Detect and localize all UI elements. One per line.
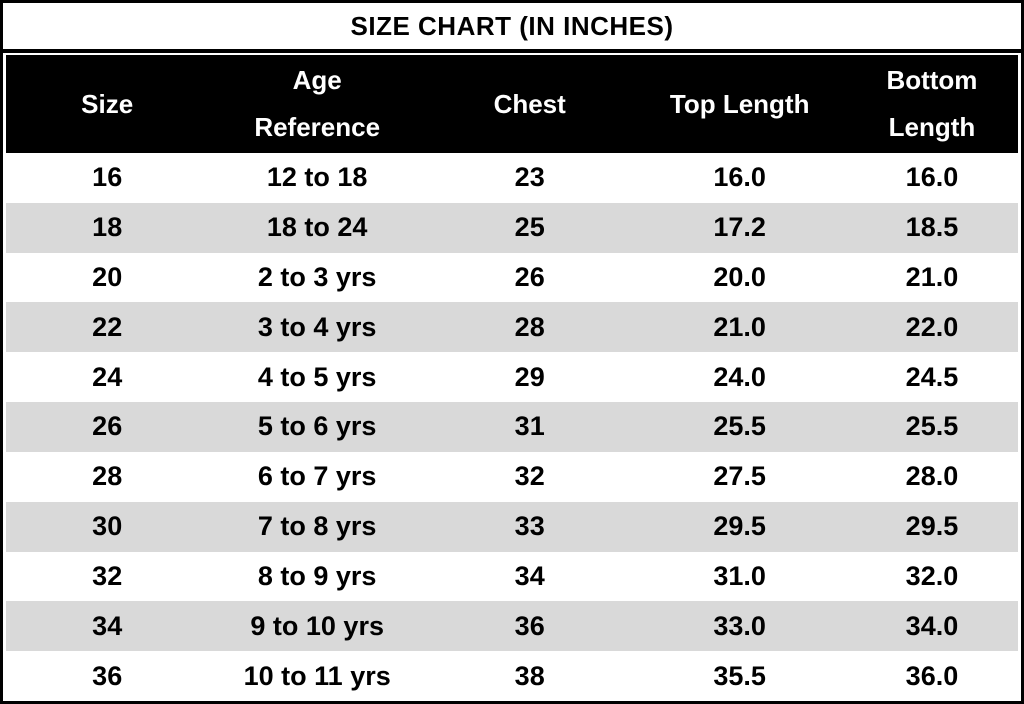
cell-size: 24 [92, 361, 123, 392]
cell-top-length: 25.5 [713, 411, 766, 442]
table-row: 24 4 to 5 yrs 29 24.0 24.5 [6, 352, 1018, 403]
cell-size: 36 [92, 660, 123, 691]
table-header: Size Age Reference Chest Top Length Bott… [6, 55, 1018, 153]
cell-chest: 33 [514, 511, 545, 542]
cell-size: 34 [92, 610, 123, 641]
cell-top-length: 17.2 [713, 212, 766, 243]
cell-bottom-length: 36.0 [905, 660, 959, 691]
cell-chest: 31 [514, 411, 545, 442]
cell-age-reference: 7 to 8 yrs [257, 511, 377, 542]
table-row: 20 2 to 3 yrs 26 20.0 21.0 [6, 252, 1018, 303]
column-header-size: Size [81, 88, 134, 119]
table-row: 30 7 to 8 yrs 33 29.5 29.5 [6, 501, 1018, 552]
cell-age-reference: 2 to 3 yrs [257, 262, 377, 293]
cell-size: 16 [92, 162, 123, 193]
table-row: 26 5 to 6 yrs 31 25.5 25.5 [6, 402, 1018, 452]
column-header-top-length: Top Length [669, 88, 810, 119]
cell-top-length: 31.0 [713, 560, 766, 591]
cell-bottom-length: 29.5 [905, 511, 959, 542]
cell-bottom-length: 18.5 [905, 212, 959, 243]
cell-chest: 26 [514, 262, 545, 293]
cell-age-reference: 8 to 9 yrs [257, 560, 377, 591]
table-body: 16 12 to 18 23 16.0 16.0 18 18 to 24 25 … [6, 153, 1018, 701]
cell-bottom-length: 34.0 [905, 610, 959, 641]
column-header-bottom-length: Bottom Length [886, 65, 978, 142]
cell-top-length: 35.5 [713, 660, 766, 691]
cell-top-length: 29.5 [713, 511, 766, 542]
table-row: 22 3 to 4 yrs 28 21.0 22.0 [6, 302, 1018, 353]
cell-age-reference: 12 to 18 [266, 162, 368, 193]
cell-age-reference: 5 to 6 yrs [257, 411, 377, 442]
cell-bottom-length: 28.0 [905, 461, 959, 492]
cell-size: 28 [92, 461, 123, 492]
cell-top-length: 20.0 [713, 262, 766, 293]
cell-age-reference: 3 to 4 yrs [257, 311, 377, 342]
table-row: 16 12 to 18 23 16.0 16.0 [6, 153, 1018, 203]
table-row: 32 8 to 9 yrs 34 31.0 32.0 [6, 551, 1018, 602]
cell-size: 32 [92, 560, 123, 591]
column-header-chest: Chest [493, 88, 566, 119]
cell-bottom-length: 22.0 [905, 311, 959, 342]
cell-size: 18 [92, 212, 123, 243]
cell-bottom-length: 21.0 [905, 262, 959, 293]
cell-age-reference: 9 to 10 yrs [250, 610, 384, 641]
cell-age-reference: 4 to 5 yrs [257, 361, 377, 392]
cell-top-length: 21.0 [713, 311, 766, 342]
table-row: 18 18 to 24 25 17.2 18.5 [6, 202, 1018, 253]
cell-chest: 34 [514, 560, 545, 591]
cell-chest: 32 [514, 461, 545, 492]
cell-chest: 28 [514, 311, 545, 342]
cell-size: 20 [92, 262, 123, 293]
cell-chest: 25 [514, 212, 545, 243]
cell-bottom-length: 32.0 [905, 560, 959, 591]
cell-size: 30 [92, 511, 123, 542]
table-row: 34 9 to 10 yrs 36 33.0 34.0 [6, 601, 1018, 652]
chart-title: SIZE CHART (IN INCHES) [3, 3, 1021, 53]
cell-chest: 29 [514, 361, 545, 392]
cell-bottom-length: 24.5 [905, 361, 959, 392]
cell-chest: 36 [514, 610, 545, 641]
table-row: 36 10 to 11 yrs 38 35.5 36.0 [6, 651, 1018, 701]
cell-size: 22 [92, 311, 123, 342]
cell-top-length: 27.5 [713, 461, 766, 492]
table-row: 28 6 to 7 yrs 32 27.5 28.0 [6, 451, 1018, 502]
cell-age-reference: 10 to 11 yrs [243, 660, 391, 691]
column-header-age-reference: Age Reference [254, 65, 381, 142]
cell-top-length: 33.0 [713, 610, 766, 641]
cell-size: 26 [92, 411, 123, 442]
cell-top-length: 16.0 [713, 162, 766, 193]
cell-age-reference: 6 to 7 yrs [257, 461, 377, 492]
cell-bottom-length: 25.5 [905, 411, 959, 442]
cell-bottom-length: 16.0 [905, 162, 959, 193]
cell-top-length: 24.0 [713, 361, 766, 392]
cell-chest: 23 [514, 162, 545, 193]
cell-chest: 38 [514, 660, 545, 691]
cell-age-reference: 18 to 24 [266, 212, 368, 243]
